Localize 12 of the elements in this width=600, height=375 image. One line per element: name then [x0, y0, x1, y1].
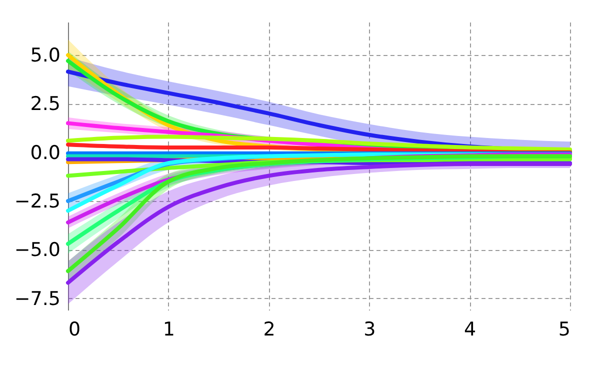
- x-tick-label: 0: [68, 318, 81, 340]
- x-tick-label: 5: [558, 318, 570, 340]
- x-tick-label: 2: [263, 318, 276, 340]
- y-tick-label: −2.5: [14, 190, 60, 213]
- y-tick-label: 0.0: [30, 142, 60, 164]
- y-tick-label: 5.0: [30, 44, 60, 67]
- x-tick-label: 4: [464, 318, 476, 340]
- y-tick-label: −7.5: [14, 288, 60, 310]
- x-tick-label: 3: [364, 318, 376, 340]
- x-tick-label: 1: [162, 318, 175, 340]
- y-tick-label: −5.0: [14, 239, 60, 262]
- y-tick-label: 2.5: [30, 93, 60, 116]
